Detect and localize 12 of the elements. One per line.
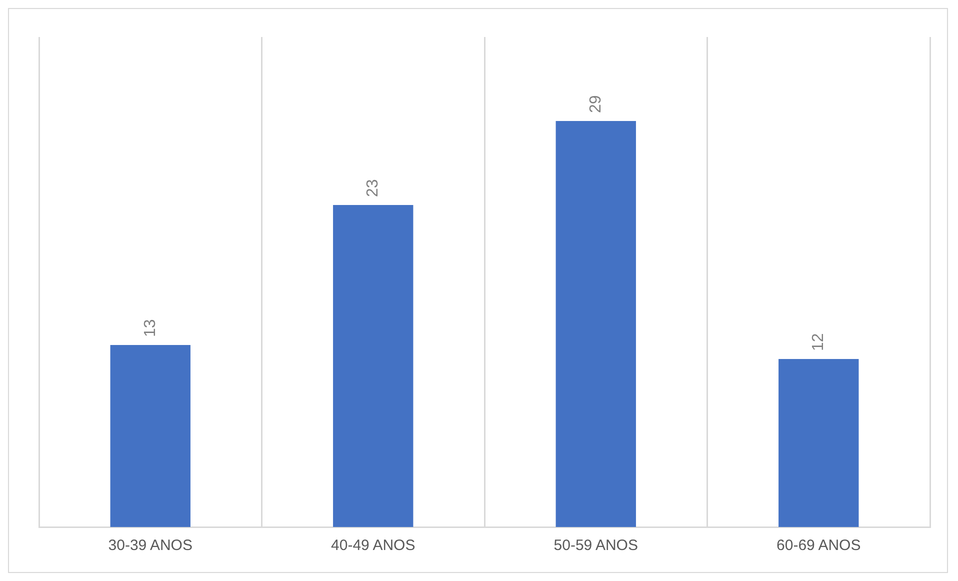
bar <box>110 345 190 527</box>
x-tick-label: 30-39 ANOS <box>108 537 192 554</box>
data-label: 29 <box>587 95 604 113</box>
x-tick-label: 60-69 ANOS <box>776 537 861 554</box>
bar <box>333 205 414 527</box>
data-label: 13 <box>142 319 159 337</box>
data-label: 23 <box>364 179 382 197</box>
bar <box>778 359 859 527</box>
x-tick-label: 40-49 ANOS <box>331 537 416 554</box>
bar <box>556 121 636 527</box>
data-label: 12 <box>810 333 828 351</box>
x-tick-label: 50-59 ANOS <box>554 537 638 554</box>
